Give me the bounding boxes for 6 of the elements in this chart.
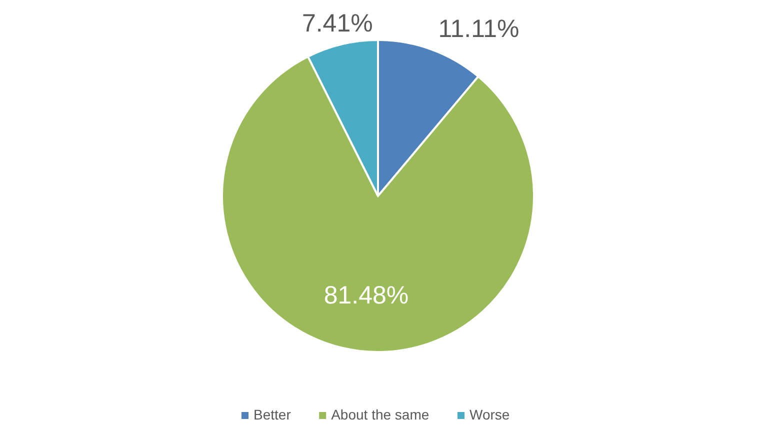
data-label: 11.11% (438, 15, 520, 44)
data-label: 81.48% (324, 281, 409, 310)
legend-label: Better (254, 406, 292, 423)
legend-label: About the same (331, 406, 430, 423)
data-label: 7.41% (302, 9, 373, 38)
legend-label: Worse (470, 406, 510, 423)
